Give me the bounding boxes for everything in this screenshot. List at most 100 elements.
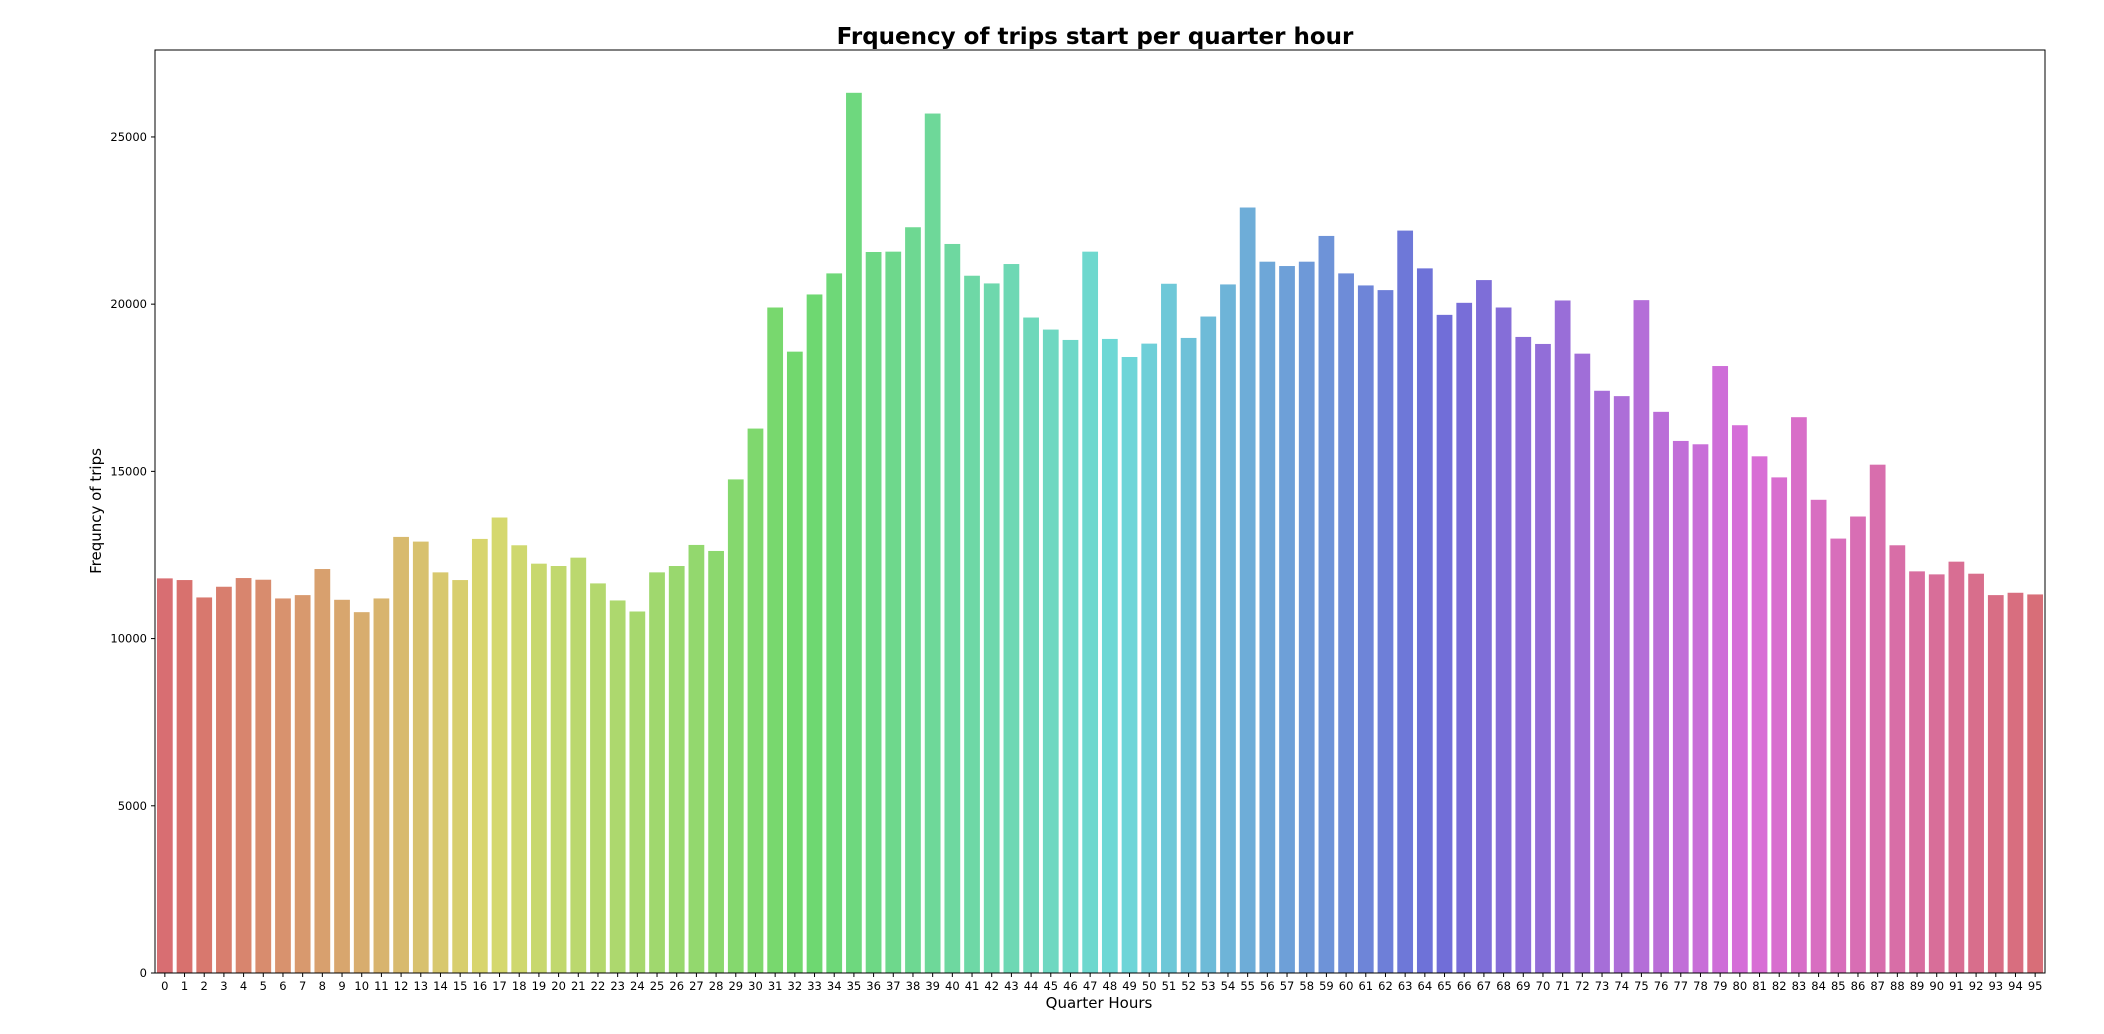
- bar-65: [1436, 314, 1453, 974]
- x-tick-label-83: 83: [1792, 979, 1807, 993]
- bar-51: [1161, 283, 1177, 974]
- bar-30: [747, 428, 764, 973]
- x-tick-label-68: 68: [1496, 979, 1511, 993]
- bar-53: [1200, 316, 1217, 973]
- bar-58: [1298, 261, 1315, 973]
- x-tick-label-50: 50: [1142, 979, 1157, 993]
- x-tick-label-62: 62: [1378, 979, 1393, 993]
- bar-4: [235, 578, 252, 973]
- bar-21: [570, 557, 587, 973]
- x-tick-label-72: 72: [1575, 979, 1590, 993]
- bar-9: [334, 599, 350, 973]
- x-tick-label-66: 66: [1457, 979, 1472, 993]
- bar-78: [1692, 444, 1709, 974]
- x-tick-label-36: 36: [866, 979, 881, 993]
- bar-5: [255, 579, 272, 973]
- x-tick-label-0: 0: [161, 979, 168, 993]
- bar-91: [1948, 561, 1965, 973]
- x-tick-label-24: 24: [630, 979, 645, 993]
- x-tick-label-76: 76: [1654, 979, 1669, 993]
- bar-14: [432, 572, 449, 973]
- x-ticks: 0 1 2 3 4 5 6 7 8 9 10 11 12 13 14 15 16 17 18 19 20 21 22 23 24…: [161, 973, 2042, 993]
- x-tick-label-25: 25: [650, 979, 665, 993]
- bar-16: [471, 538, 488, 973]
- x-tick-label-15: 15: [453, 979, 468, 993]
- x-tick-label-13: 13: [413, 979, 428, 993]
- bars-group: [156, 92, 2044, 974]
- x-tick-label-69: 69: [1516, 979, 1531, 993]
- bar-0: [156, 578, 173, 973]
- bar-11: [373, 598, 390, 973]
- x-tick-label-14: 14: [433, 979, 448, 993]
- bar-57: [1279, 266, 1295, 973]
- y-tick-label-10000: 10000: [110, 632, 147, 646]
- x-tick-label-48: 48: [1103, 979, 1118, 993]
- bar-28: [708, 550, 724, 973]
- bar-38: [905, 227, 921, 974]
- x-tick-label-54: 54: [1221, 979, 1236, 993]
- x-tick-label-43: 43: [1004, 979, 1019, 993]
- x-tick-label-39: 39: [925, 979, 940, 993]
- x-tick-label-29: 29: [728, 979, 743, 993]
- y-tick-label-0: 0: [140, 966, 147, 980]
- bar-26: [668, 566, 685, 973]
- bar-70: [1535, 343, 1551, 973]
- x-tick-label-73: 73: [1595, 979, 1610, 993]
- x-tick-label-37: 37: [886, 979, 901, 993]
- x-tick-label-63: 63: [1398, 979, 1413, 993]
- x-tick-label-87: 87: [1870, 979, 1885, 993]
- bar-1: [176, 580, 193, 973]
- bar-33: [806, 294, 823, 973]
- x-tick-label-1: 1: [181, 979, 188, 993]
- y-ticks: 0 5000 10000 15000 20000 25000: [110, 130, 155, 980]
- x-tick-label-44: 44: [1024, 979, 1039, 993]
- bar-18: [511, 545, 528, 973]
- bar-55: [1239, 207, 1256, 973]
- x-tick-label-47: 47: [1083, 979, 1098, 993]
- bar-89: [1909, 571, 1925, 973]
- x-tick-label-84: 84: [1811, 979, 1826, 993]
- bar-71: [1554, 300, 1571, 973]
- x-tick-label-46: 46: [1063, 979, 1078, 993]
- bar-83: [1791, 417, 1807, 973]
- x-tick-label-85: 85: [1831, 979, 1846, 993]
- y-tick-label-20000: 20000: [110, 297, 147, 311]
- bar-48: [1101, 338, 1118, 974]
- x-tick-label-79: 79: [1713, 979, 1728, 993]
- bar-37: [885, 251, 902, 973]
- bar-49: [1121, 356, 1138, 974]
- x-tick-label-7: 7: [299, 979, 306, 993]
- bar-32: [786, 351, 803, 973]
- bar-2: [196, 597, 213, 973]
- bar-59: [1318, 235, 1335, 973]
- bar-41: [964, 275, 980, 973]
- x-tick-label-95: 95: [2028, 979, 2043, 993]
- bar-47: [1082, 251, 1099, 973]
- x-tick-label-91: 91: [1949, 979, 1964, 993]
- x-tick-label-57: 57: [1280, 979, 1295, 993]
- y-tick-label-25000: 25000: [110, 130, 147, 144]
- bar-45: [1042, 329, 1059, 974]
- x-tick-label-26: 26: [669, 979, 684, 993]
- bar-6: [275, 598, 291, 973]
- bar-13: [412, 541, 429, 973]
- bar-64: [1416, 268, 1433, 973]
- bar-62: [1377, 290, 1394, 973]
- x-tick-label-12: 12: [394, 979, 409, 993]
- x-tick-label-93: 93: [1988, 979, 2003, 993]
- x-tick-label-3: 3: [220, 979, 227, 993]
- x-tick-label-35: 35: [847, 979, 862, 993]
- bar-20: [550, 566, 567, 973]
- x-tick-label-40: 40: [945, 979, 960, 993]
- bar-29: [727, 479, 744, 973]
- bar-94: [2007, 592, 2024, 973]
- x-tick-label-92: 92: [1969, 979, 1984, 993]
- bar-8: [314, 569, 331, 973]
- x-tick-label-58: 58: [1299, 979, 1314, 993]
- x-tick-label-8: 8: [319, 979, 326, 993]
- bar-15: [452, 580, 469, 973]
- bar-7: [294, 595, 311, 973]
- bar-74: [1613, 396, 1630, 973]
- x-tick-label-33: 33: [807, 979, 822, 993]
